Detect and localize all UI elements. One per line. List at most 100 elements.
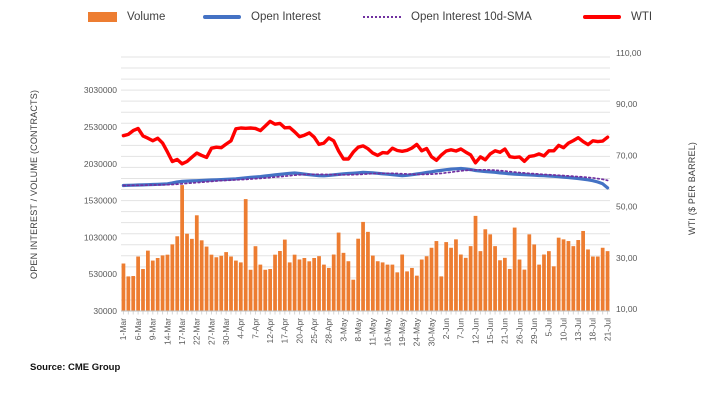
x-axis-label: 3-May xyxy=(338,317,348,341)
volume-bar xyxy=(341,252,346,311)
volume-bar xyxy=(488,234,493,311)
volume-bar xyxy=(214,257,219,311)
legend-item-wti: WTI xyxy=(583,8,652,26)
x-axis-label: 17-Mar xyxy=(177,318,187,345)
volume-bar xyxy=(551,266,556,311)
svg-text:2030000: 2030000 xyxy=(84,159,117,169)
volume-bar xyxy=(331,254,336,311)
open-interest-swatch-icon xyxy=(203,15,241,19)
volume-bar xyxy=(361,221,365,311)
volume-bar xyxy=(312,257,317,311)
x-axis-label: 18-Jul xyxy=(588,318,598,341)
x-axis-label: 11-May xyxy=(368,317,378,345)
left-axis-tick-labels: 3030000 2530000 2030000 1530000 1030000 53000… xyxy=(84,85,117,316)
volume-bar xyxy=(336,232,341,311)
volume-bar xyxy=(282,239,287,311)
volume-bar xyxy=(561,239,566,311)
legend-item-volume: Volume xyxy=(88,8,165,26)
volume-bar xyxy=(483,229,488,311)
volume-bar xyxy=(121,263,126,311)
volume-bar xyxy=(199,240,204,311)
volume-bar xyxy=(204,246,209,311)
x-axis-label: 8-May xyxy=(353,317,363,341)
x-axis-label: 12-Jun xyxy=(470,318,480,344)
volume-bar xyxy=(473,215,478,311)
open-interest-sma-line xyxy=(122,168,609,187)
x-axis-label: 20-Apr xyxy=(294,318,304,344)
x-axis-label: 12-Apr xyxy=(265,318,275,344)
volume-bar xyxy=(576,240,581,311)
volume-bar xyxy=(356,238,361,311)
source-note: Source: CME Group xyxy=(30,362,121,373)
x-axis-label: 10-Jul xyxy=(558,318,568,341)
legend-item-open-interest: Open Interest xyxy=(203,8,321,26)
svg-text:1030000: 1030000 xyxy=(84,232,117,242)
legend-label: Volume xyxy=(127,11,166,23)
volume-bar xyxy=(405,271,409,311)
legend-label: Open Interest xyxy=(251,11,321,23)
volume-bar xyxy=(586,249,590,311)
x-axis-label: 7-Apr xyxy=(250,318,260,339)
volume-bar xyxy=(302,257,307,311)
volume-bar xyxy=(126,276,131,311)
volume-bar xyxy=(180,185,184,311)
volume-bar xyxy=(600,247,605,311)
x-axis-label: 21-Jul xyxy=(602,318,612,341)
x-axis-label: 7-Jun xyxy=(456,318,466,340)
volume-bar xyxy=(351,279,356,311)
volume-bar xyxy=(287,262,292,311)
svg-text:3030000: 3030000 xyxy=(84,85,117,95)
volume-bar xyxy=(258,264,263,311)
volume-bar xyxy=(591,256,595,311)
left-axis-title: OPEN INTEREST / VOLUME (CONTRACTS) xyxy=(29,89,39,279)
volume-bar xyxy=(512,227,517,311)
legend-item-open-interest-sma: Open Interest 10d-SMA xyxy=(363,8,532,26)
volume-bar xyxy=(449,247,453,311)
volume-bar xyxy=(209,254,214,311)
volume-bar xyxy=(498,260,502,311)
volume-swatch-icon xyxy=(88,12,117,22)
volume-bar xyxy=(175,236,180,311)
volume-bar xyxy=(444,242,449,311)
x-axis-label: 28-Apr xyxy=(324,318,334,344)
volume-bar xyxy=(400,254,405,311)
svg-text:10,00: 10,00 xyxy=(616,304,638,314)
x-axis-labels: 1-Mar 6-Mar 9-Mar 14-Mar 17-Mar 22-Mar 27-Mar 3… xyxy=(118,317,612,346)
x-axis-label: 4-Apr xyxy=(236,318,246,339)
x-axis-label: 30-May xyxy=(426,317,436,346)
volume-bar xyxy=(194,215,199,311)
volume-bar xyxy=(532,244,537,311)
x-axis-label: 15-Jun xyxy=(485,318,495,344)
volume-bar xyxy=(537,264,541,311)
x-axis-label: 17-Apr xyxy=(280,318,290,344)
x-axis-label: 9-Mar xyxy=(148,318,158,340)
volume-bar xyxy=(317,256,321,311)
volume-bar xyxy=(556,237,561,311)
volume-bar xyxy=(190,238,194,311)
volume-bar xyxy=(380,262,385,311)
volume-bar xyxy=(547,251,551,311)
x-axis-label: 29-Jun xyxy=(529,318,539,344)
volume-bar xyxy=(385,264,390,311)
x-axis-label: 22-Mar xyxy=(192,318,202,345)
volume-bar xyxy=(463,257,468,311)
volume-bar xyxy=(292,254,297,311)
wti-swatch-icon xyxy=(583,15,621,19)
volume-bar xyxy=(571,246,576,311)
x-axis-label: 26-Jun xyxy=(514,318,524,344)
wti-line xyxy=(121,119,610,166)
x-axis-label: 13-Jul xyxy=(573,318,583,341)
volume-bar xyxy=(605,251,610,311)
x-axis-label: 25-Apr xyxy=(309,318,319,344)
volume-bar xyxy=(224,252,228,311)
volume-bar xyxy=(170,244,175,311)
svg-text:30000: 30000 xyxy=(93,306,117,316)
right-axis-title: WTI ($ PER BARREL) xyxy=(687,141,697,235)
volume-bar xyxy=(136,256,140,311)
volume-bar xyxy=(414,275,419,311)
svg-text:110,00: 110,00 xyxy=(616,48,642,58)
volume-bar xyxy=(468,246,473,311)
volume-bar xyxy=(395,272,400,311)
